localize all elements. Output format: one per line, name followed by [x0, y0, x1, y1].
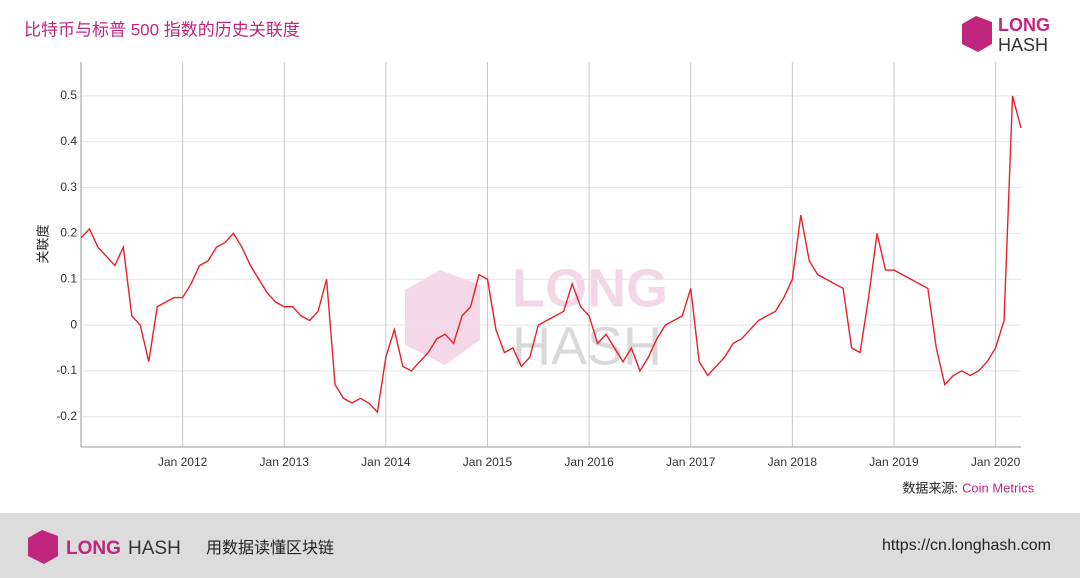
x-tick-label: Jan 2015 — [463, 455, 513, 469]
data-line — [80, 95, 1022, 414]
source: Coin Metrics — [962, 480, 1035, 495]
y-tick-label: -0.1 — [56, 363, 77, 377]
y-tick-label: -0.2 — [56, 409, 77, 423]
y-axis-label: 关联度 — [35, 224, 50, 263]
footer-logo-icon — [28, 530, 58, 564]
footer-slogan: 用数据读懂区块链 — [206, 539, 334, 557]
y-tick-label: 0.3 — [60, 180, 77, 194]
y-tick-label: 0.2 — [60, 226, 77, 240]
x-tick-label: Jan 2013 — [260, 455, 310, 469]
y-tick-label: 0 — [70, 317, 77, 331]
footer-bar — [0, 513, 1080, 578]
watermark: LONG HASH — [405, 258, 668, 376]
footer-brand: HASH — [128, 538, 181, 559]
watermark-text: HASH — [512, 316, 662, 376]
x-tick-label: Jan 2014 — [361, 455, 411, 469]
source-label: 数据来源: — [902, 480, 958, 495]
x-tick-label: Jan 2019 — [869, 455, 919, 469]
x-tick-label: Jan 2018 — [768, 455, 818, 469]
x-tick-label: Jan 2012 — [158, 455, 208, 469]
y-tick-label: 0.5 — [60, 88, 77, 102]
x-tick-label: Jan 2017 — [666, 455, 716, 469]
x-tick-label: Jan 2020 — [971, 455, 1021, 469]
y-tick-label: 0.4 — [60, 134, 77, 148]
y-tick-label: 0.1 — [60, 271, 77, 285]
x-tick-label: Jan 2016 — [564, 455, 614, 469]
footer-brand: LONG — [66, 538, 121, 559]
logo-text: LONG — [998, 15, 1050, 35]
footer-url: https://cn.longhash.com — [882, 537, 1051, 554]
logo-icon — [962, 16, 992, 52]
watermark-text: LONG — [512, 258, 668, 318]
chart-title: 比特币与标普 500 指数的历史关联度 — [24, 20, 300, 39]
logo-text: HASH — [998, 35, 1048, 55]
